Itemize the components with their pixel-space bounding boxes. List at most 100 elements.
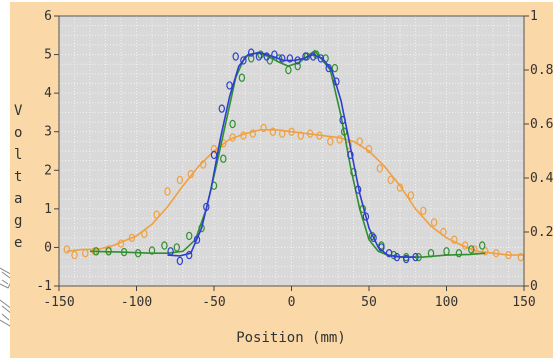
x-tick-label: -100 <box>121 295 152 310</box>
data-point <box>220 154 227 163</box>
data-point <box>232 52 239 61</box>
data-point <box>193 235 201 244</box>
series-2 <box>167 48 419 266</box>
data-point <box>288 127 295 136</box>
data-point <box>185 250 193 260</box>
data-point <box>167 247 174 256</box>
data-point <box>455 248 463 258</box>
data-point <box>164 187 171 196</box>
y2-tick-label: 0.4 <box>530 171 553 186</box>
data-point <box>362 212 370 221</box>
data-point <box>257 50 264 59</box>
data-point <box>269 127 277 136</box>
data-point <box>440 227 447 237</box>
data-point <box>249 129 256 138</box>
data-point <box>354 185 362 194</box>
data-point <box>199 160 207 169</box>
data-point <box>71 250 78 260</box>
data-point <box>430 218 438 227</box>
data-point <box>479 241 486 250</box>
data-point <box>279 129 286 138</box>
data-point <box>82 248 89 258</box>
data-point <box>63 245 71 254</box>
data-point <box>161 241 168 250</box>
data-point <box>240 56 247 65</box>
data-point <box>331 63 339 73</box>
data-point <box>294 61 301 71</box>
data-point <box>141 229 148 239</box>
data-point <box>482 247 489 256</box>
data-point <box>134 248 142 258</box>
data-point <box>105 247 112 256</box>
data-point <box>403 254 410 264</box>
data-point <box>247 48 255 57</box>
data-point <box>376 164 383 173</box>
data-point <box>302 52 309 61</box>
y2-tick-label: 0.6 <box>530 117 553 132</box>
data-point <box>176 256 184 266</box>
data-point <box>240 131 247 140</box>
x-tick-label: 50 <box>361 295 377 310</box>
y-tick-label: 0 <box>44 240 52 255</box>
data-point <box>176 175 184 185</box>
data-point <box>229 133 236 142</box>
series-layer <box>63 48 525 266</box>
x-tick-label: 100 <box>435 295 458 310</box>
data-point <box>333 77 340 86</box>
data-point <box>173 243 180 252</box>
data-point <box>325 63 332 73</box>
data-point <box>365 144 373 154</box>
data-point <box>153 210 160 219</box>
data-point <box>336 135 343 144</box>
y2-tick-label: 0 <box>530 279 538 294</box>
y-tick-label: 6 <box>44 9 52 24</box>
data-point <box>203 202 210 212</box>
data-point <box>385 248 393 258</box>
x-tick-label: -150 <box>43 295 74 310</box>
axes: -150 -100 -50 0 50 100 150 -1 0 1 2 3 4 5 6 0 0.2 0.4 0.6 0… <box>36 9 553 310</box>
data-point <box>468 245 475 254</box>
y-tick-label: 2 <box>44 163 52 178</box>
data-point <box>427 248 435 258</box>
y2-tick-label: 0.8 <box>530 63 553 78</box>
y-tick-label: 3 <box>44 125 52 140</box>
data-point <box>128 233 136 242</box>
y-tick-label: -1 <box>36 279 52 294</box>
data-point <box>378 243 385 252</box>
data-point <box>310 52 317 61</box>
data-point <box>393 252 401 262</box>
data-point <box>271 50 278 59</box>
data-point <box>185 231 193 241</box>
x-tick-label: -50 <box>202 295 225 310</box>
y2-tick-label: 0.2 <box>530 225 553 240</box>
data-point <box>396 183 404 192</box>
data-point <box>471 245 478 254</box>
data-point <box>451 235 458 244</box>
data-point <box>255 52 263 61</box>
y-tick-label: 4 <box>44 86 52 101</box>
y2-tick-label: 1 <box>530 9 538 24</box>
series-0 <box>63 123 525 262</box>
data-point <box>120 247 128 257</box>
x-tick-label: 0 <box>288 295 296 310</box>
x-axis-label: Position (mm) <box>236 330 346 346</box>
data-point <box>407 191 415 200</box>
data-point <box>387 175 394 185</box>
data-point <box>339 115 346 125</box>
data-point <box>210 144 218 154</box>
data-point <box>415 252 422 262</box>
data-point <box>117 239 125 248</box>
data-point <box>316 131 323 140</box>
y-tick-label: 5 <box>44 48 52 63</box>
y-tick-label: 1 <box>44 202 52 217</box>
data-point <box>198 223 205 233</box>
data-point <box>210 150 218 160</box>
data-point <box>187 169 194 179</box>
data-point <box>420 206 427 215</box>
data-point <box>92 247 100 256</box>
data-point <box>279 54 286 63</box>
data-point <box>412 252 419 262</box>
